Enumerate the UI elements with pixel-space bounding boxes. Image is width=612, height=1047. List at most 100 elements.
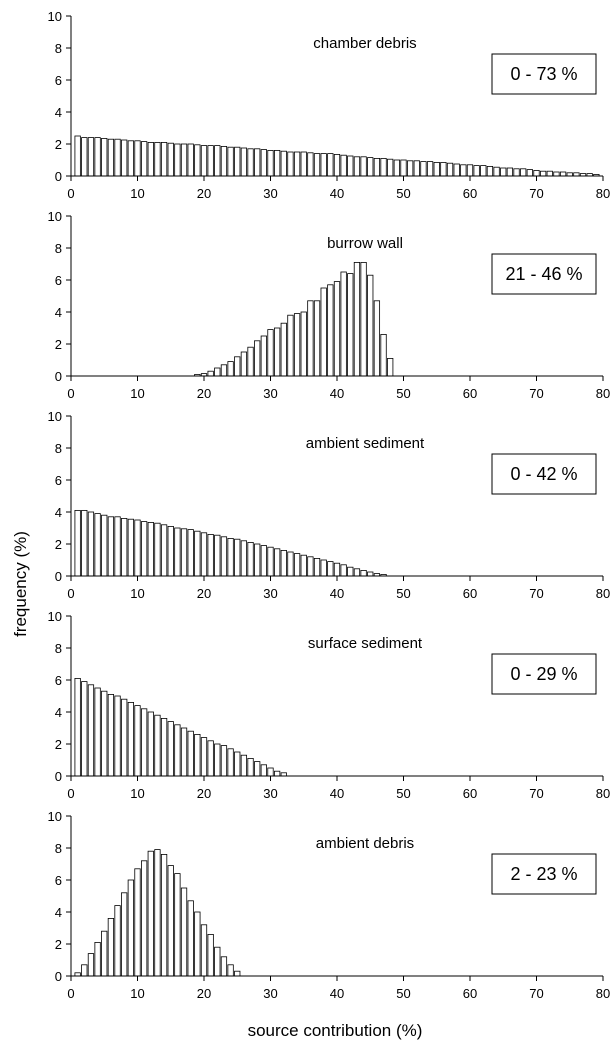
- bar: [101, 690, 108, 777]
- bar: [333, 562, 341, 577]
- bar: [247, 346, 254, 377]
- bar: [327, 153, 334, 177]
- bar: [240, 754, 248, 777]
- y-tick-label: 4: [55, 905, 62, 920]
- bar: [87, 684, 95, 777]
- bar: [500, 167, 507, 177]
- bar: [94, 687, 101, 777]
- bar: [147, 141, 154, 177]
- bar: [87, 511, 95, 577]
- bar: [453, 163, 460, 177]
- x-tick-label: 10: [130, 386, 144, 401]
- bar: [187, 529, 194, 577]
- bar: [300, 554, 307, 577]
- bar: [214, 743, 221, 777]
- bar: [300, 311, 307, 377]
- y-tick-label: 0: [55, 169, 62, 184]
- x-tick-label: 0: [67, 786, 74, 801]
- bar: [180, 143, 188, 177]
- panel-title: ambient sediment: [306, 435, 425, 452]
- bar: [373, 300, 381, 377]
- bar: [207, 934, 214, 977]
- bar: [274, 149, 281, 177]
- bar: [367, 274, 374, 377]
- bar: [134, 519, 141, 577]
- bar: [313, 558, 321, 577]
- bar: [194, 144, 201, 177]
- bar: [234, 970, 241, 977]
- bar: [287, 151, 294, 177]
- bar: [127, 879, 134, 977]
- bar: [327, 561, 334, 577]
- bar: [320, 559, 327, 577]
- y-tick-label: 0: [55, 769, 62, 784]
- bar: [254, 340, 261, 377]
- x-axis-label: source contribution (%): [248, 1021, 423, 1040]
- bar: [147, 711, 154, 777]
- bar: [260, 335, 267, 377]
- bar: [313, 300, 321, 377]
- x-tick-label: 0: [67, 986, 74, 1001]
- bar: [227, 964, 234, 977]
- y-tick-label: 0: [55, 969, 62, 984]
- range-label: 0 - 73 %: [510, 64, 577, 84]
- x-tick-label: 10: [130, 786, 144, 801]
- range-box: [491, 853, 597, 895]
- bar: [473, 165, 480, 177]
- bar: [160, 524, 168, 577]
- bar: [187, 900, 194, 977]
- x-tick-label: 60: [463, 986, 477, 1001]
- bar: [526, 169, 533, 177]
- panel-2: 0 2 4 6 8 10 0 10 20 30 40 50 60 70 80 burrow wall 21 - …: [48, 209, 611, 401]
- bar: [154, 714, 161, 777]
- bar: [247, 542, 254, 577]
- bar: [293, 151, 301, 177]
- range-box: [491, 253, 597, 295]
- bar: [174, 873, 181, 977]
- bar: [413, 160, 420, 177]
- bar: [101, 514, 108, 577]
- bar: [74, 678, 81, 777]
- x-tick-label: 20: [197, 186, 211, 201]
- x-tick-label: 80: [596, 986, 610, 1001]
- bar: [307, 300, 314, 377]
- bar: [227, 146, 234, 177]
- x-tick-label: 70: [529, 786, 543, 801]
- bar: [147, 850, 154, 977]
- y-tick-label: 2: [55, 537, 62, 552]
- bar: [480, 165, 487, 177]
- bar: [180, 528, 188, 577]
- y-tick-label: 2: [55, 137, 62, 152]
- bar: [559, 171, 567, 177]
- bar: [87, 953, 95, 977]
- bar: [347, 273, 354, 377]
- y-tick-label: 6: [55, 73, 62, 88]
- bar: [94, 513, 101, 577]
- y-tick-label: 10: [48, 9, 62, 24]
- bar: [121, 518, 128, 577]
- panel-5: 0 2 4 6 8 10 0 10 20 30 40 50 60 70 80 ambient debris 2 …: [48, 809, 611, 1001]
- bar: [333, 153, 341, 177]
- bar: [81, 964, 88, 977]
- bar: [506, 167, 514, 177]
- bar: [134, 868, 141, 977]
- bar: [353, 261, 361, 377]
- bar: [360, 261, 367, 377]
- bar: [293, 553, 301, 577]
- bar: [167, 142, 174, 177]
- bar: [87, 137, 95, 177]
- range-label: 0 - 29 %: [510, 664, 577, 684]
- bar: [180, 887, 188, 977]
- bar: [533, 169, 540, 177]
- bar: [360, 156, 367, 177]
- bar: [227, 748, 234, 777]
- x-tick-label: 10: [130, 186, 144, 201]
- bar: [353, 568, 361, 577]
- bar: [466, 164, 474, 177]
- range-label: 2 - 23 %: [510, 864, 577, 884]
- bar: [313, 153, 321, 177]
- bar: [134, 705, 141, 777]
- bar: [320, 287, 327, 377]
- bar: [420, 161, 427, 177]
